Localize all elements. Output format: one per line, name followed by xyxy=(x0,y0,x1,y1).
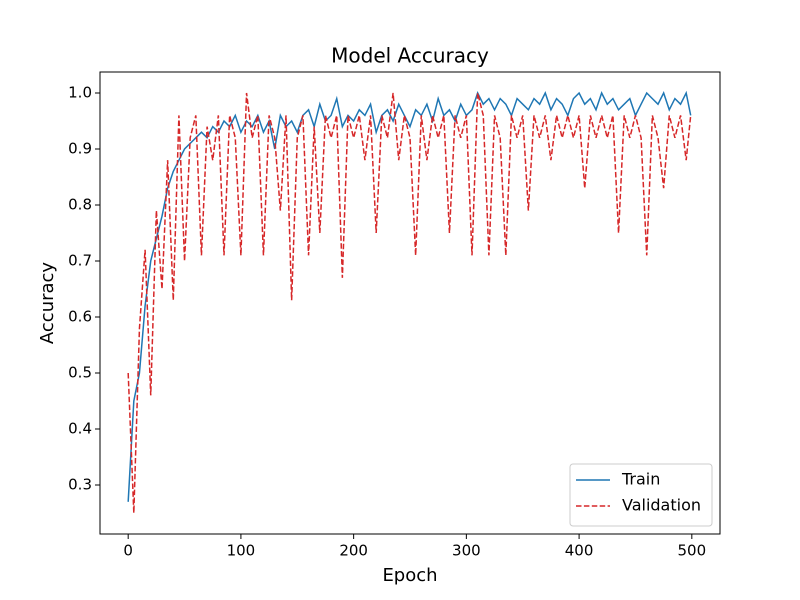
x-tick-label: 100 xyxy=(227,542,256,560)
y-tick-label: 0.6 xyxy=(68,308,92,326)
x-tick-label: 0 xyxy=(123,542,133,560)
x-tick-label: 400 xyxy=(565,542,594,560)
y-tick-label: 0.9 xyxy=(68,140,92,158)
y-tick-label: 0.8 xyxy=(68,196,92,214)
y-tick-label: 0.4 xyxy=(68,420,92,438)
x-tick-label: 200 xyxy=(339,542,368,560)
y-tick-label: 0.5 xyxy=(68,364,92,382)
y-tick-label: 0.7 xyxy=(68,252,92,270)
y-tick-label: 0.3 xyxy=(68,476,92,494)
y-tick-label: 1.0 xyxy=(68,84,92,102)
series-line xyxy=(127,90,692,502)
legend-label: Train xyxy=(621,470,660,489)
x-axis-label: Epoch xyxy=(382,565,437,586)
x-tick-label: 300 xyxy=(452,542,481,560)
plot-frame xyxy=(99,71,721,535)
y-axis-label: Accuracy xyxy=(37,262,58,345)
legend-label: Validation xyxy=(622,496,701,515)
chart-title: Model Accuracy xyxy=(331,44,489,68)
series-line xyxy=(127,92,692,514)
x-tick-label: 500 xyxy=(677,542,706,560)
